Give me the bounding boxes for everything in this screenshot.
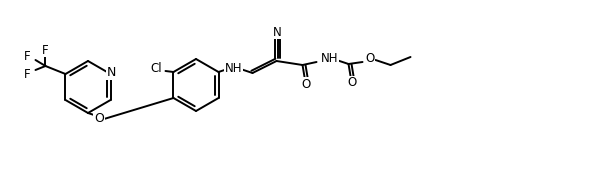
Text: NH: NH [321, 53, 338, 66]
Text: O: O [301, 77, 310, 90]
Text: F: F [42, 43, 49, 56]
Text: F: F [24, 49, 31, 62]
Text: O: O [94, 111, 104, 124]
Text: N: N [273, 25, 282, 38]
Text: O: O [347, 77, 356, 90]
Text: O: O [365, 53, 374, 66]
Text: Cl: Cl [151, 62, 162, 75]
Text: F: F [24, 67, 31, 80]
Text: NH: NH [225, 62, 242, 75]
Text: N: N [107, 67, 116, 80]
